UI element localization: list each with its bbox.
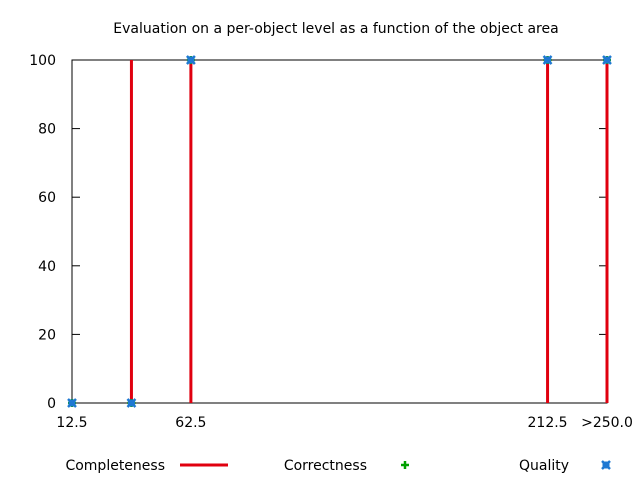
y-tick-label: 0: [47, 396, 56, 412]
y-tick-label: 80: [38, 122, 56, 138]
series-quality: [67, 55, 612, 408]
y-tick-label: 60: [38, 190, 56, 206]
series-completeness: [129, 60, 609, 403]
data-point-square: [603, 56, 611, 64]
x-tick-label: 212.5: [528, 415, 568, 431]
legend-label-correctness: Correctness: [284, 458, 367, 474]
y-tick-label: 20: [38, 327, 56, 343]
x-tick-label: 12.5: [56, 415, 87, 431]
plot-area: [67, 55, 612, 408]
legend-label-completeness: Completeness: [65, 458, 165, 474]
data-point-square: [544, 56, 552, 64]
x-tick-label: 62.5: [175, 415, 206, 431]
chart-title: Evaluation on a per-object level as a fu…: [113, 21, 558, 37]
data-point-square: [187, 56, 195, 64]
y-axis: 0 20 40 60 80 100: [29, 53, 607, 412]
legend-label-quality: Quality: [519, 458, 569, 474]
data-point-square: [127, 399, 135, 407]
plot-border: [71, 59, 608, 404]
series-correctness: [68, 56, 611, 407]
data-point-square: [602, 461, 610, 469]
x-tick-label: >250.0: [581, 415, 633, 431]
data-point-square: [68, 399, 76, 407]
y-tick-label: 40: [38, 259, 56, 275]
y-tick-label: 100: [29, 53, 56, 69]
legend: Completeness Correctness Quality: [65, 458, 611, 474]
